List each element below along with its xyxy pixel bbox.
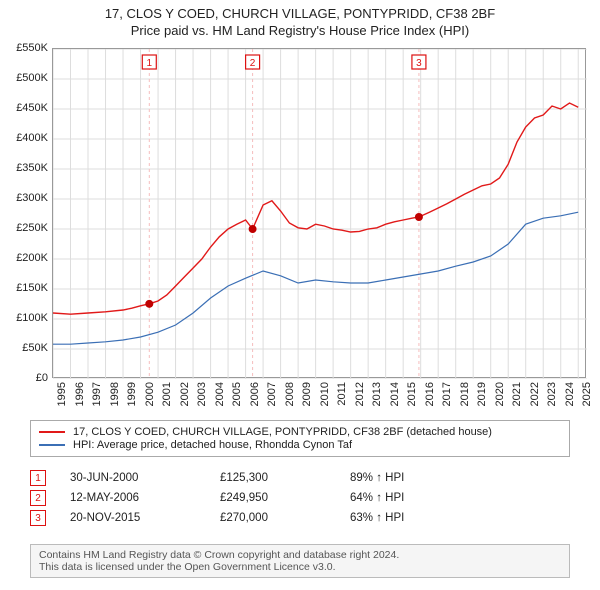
x-tick-label: 2023 — [546, 382, 558, 406]
x-tick-label: 2016 — [424, 382, 436, 406]
event-row: 1 30-JUN-2000 £125,300 89% ↑ HPI — [30, 470, 570, 486]
x-tick-label: 2003 — [196, 382, 208, 406]
footer-attribution: Contains HM Land Registry data © Crown c… — [30, 544, 570, 578]
x-tick-label: 2001 — [161, 382, 173, 406]
x-tick-label: 1996 — [74, 382, 86, 406]
legend: 17, CLOS Y COED, CHURCH VILLAGE, PONTYPR… — [30, 420, 570, 457]
x-tick-label: 2022 — [529, 382, 541, 406]
x-tick-label: 2014 — [389, 382, 401, 406]
legend-swatch-hpi — [39, 444, 65, 446]
event-badge: 1 — [30, 470, 46, 486]
x-tick-label: 1998 — [109, 382, 121, 406]
svg-text:1: 1 — [147, 58, 153, 69]
legend-label-hpi: HPI: Average price, detached house, Rhon… — [73, 439, 352, 451]
event-date: 20-NOV-2015 — [70, 512, 220, 524]
x-tick-label: 2021 — [511, 382, 523, 406]
y-tick-label: £0 — [2, 372, 48, 384]
y-tick-label: £50K — [2, 342, 48, 354]
x-tick-label: 1997 — [91, 382, 103, 406]
x-tick-label: 2007 — [266, 382, 278, 406]
legend-item-hpi: HPI: Average price, detached house, Rhon… — [39, 439, 561, 451]
x-tick-label: 2000 — [144, 382, 156, 406]
y-tick-label: £400K — [2, 132, 48, 144]
chart-title-address: 17, CLOS Y COED, CHURCH VILLAGE, PONTYPR… — [0, 6, 600, 21]
event-badge: 3 — [30, 510, 46, 526]
legend-item-price-paid: 17, CLOS Y COED, CHURCH VILLAGE, PONTYPR… — [39, 426, 561, 438]
event-price: £249,950 — [220, 492, 350, 504]
y-tick-label: £150K — [2, 282, 48, 294]
y-tick-label: £550K — [2, 42, 48, 54]
y-tick-label: £350K — [2, 162, 48, 174]
x-tick-label: 2013 — [371, 382, 383, 406]
y-tick-label: £250K — [2, 222, 48, 234]
x-tick-label: 1995 — [56, 382, 68, 406]
footer-line2: This data is licensed under the Open Gov… — [39, 561, 561, 573]
events-list: 1 30-JUN-2000 £125,300 89% ↑ HPI 2 12-MA… — [30, 466, 570, 530]
y-tick-label: £500K — [2, 72, 48, 84]
x-tick-label: 2024 — [564, 382, 576, 406]
chart-title-block: 17, CLOS Y COED, CHURCH VILLAGE, PONTYPR… — [0, 0, 600, 38]
chart-plot-area: 1 2 3 — [52, 48, 586, 378]
x-tick-label: 2017 — [441, 382, 453, 406]
event-date: 30-JUN-2000 — [70, 472, 220, 484]
x-tick-label: 2002 — [179, 382, 191, 406]
event-price: £125,300 — [220, 472, 350, 484]
event-row: 2 12-MAY-2006 £249,950 64% ↑ HPI — [30, 490, 570, 506]
y-tick-label: £300K — [2, 192, 48, 204]
x-tick-label: 2015 — [406, 382, 418, 406]
event-hpi: 63% ↑ HPI — [350, 512, 404, 524]
legend-swatch-price-paid — [39, 431, 65, 433]
x-tick-label: 2019 — [476, 382, 488, 406]
x-tick-label: 2004 — [214, 382, 226, 406]
svg-text:2: 2 — [250, 58, 256, 69]
chart-svg: 1 2 3 — [53, 49, 587, 379]
x-tick-label: 2006 — [249, 382, 261, 406]
event-price: £270,000 — [220, 512, 350, 524]
legend-label-price-paid: 17, CLOS Y COED, CHURCH VILLAGE, PONTYPR… — [73, 426, 492, 438]
chart-subtitle: Price paid vs. HM Land Registry's House … — [0, 23, 600, 38]
x-tick-label: 2010 — [319, 382, 331, 406]
page: 17, CLOS Y COED, CHURCH VILLAGE, PONTYPR… — [0, 0, 600, 590]
y-tick-label: £200K — [2, 252, 48, 264]
event-hpi: 89% ↑ HPI — [350, 472, 404, 484]
event-hpi: 64% ↑ HPI — [350, 492, 404, 504]
event-date: 12-MAY-2006 — [70, 492, 220, 504]
x-tick-label: 2011 — [336, 382, 348, 406]
x-tick-label: 2018 — [459, 382, 471, 406]
x-tick-label: 2020 — [494, 382, 506, 406]
x-tick-label: 2025 — [581, 382, 593, 406]
x-tick-label: 2005 — [231, 382, 243, 406]
x-tick-label: 1999 — [126, 382, 138, 406]
svg-text:3: 3 — [416, 58, 422, 69]
x-tick-label: 2008 — [284, 382, 296, 406]
footer-line1: Contains HM Land Registry data © Crown c… — [39, 549, 561, 561]
y-tick-label: £100K — [2, 312, 48, 324]
x-tick-label: 2012 — [354, 382, 366, 406]
event-badge: 2 — [30, 490, 46, 506]
event-row: 3 20-NOV-2015 £270,000 63% ↑ HPI — [30, 510, 570, 526]
y-tick-label: £450K — [2, 102, 48, 114]
x-tick-label: 2009 — [301, 382, 313, 406]
